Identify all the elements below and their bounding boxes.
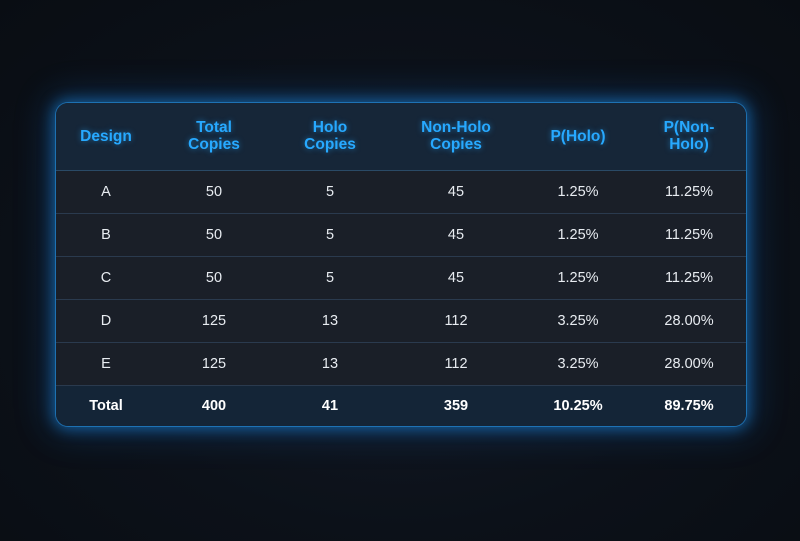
cell-total-copies: 125 — [156, 342, 272, 386]
total-row: Total 400 41 359 10.25% 89.75% — [56, 384, 746, 426]
cell-p-non-holo: 11.25% — [632, 256, 746, 300]
total-label: Total — [56, 384, 156, 426]
total-holo-sum: 41 — [272, 384, 388, 426]
cell-non-holo-copies: 45 — [388, 256, 524, 300]
cell-design: B — [56, 213, 156, 257]
table-row: E 125 13 112 3.25% 28.00% — [56, 342, 746, 386]
cell-non-holo-copies: 112 — [388, 342, 524, 386]
total-p-holo: 10.25% — [524, 384, 632, 426]
probability-table-card: Design Total Copies Holo Copies Non-Holo Co… — [56, 103, 746, 426]
cell-total-copies: 50 — [156, 256, 272, 300]
cell-non-holo-copies: 112 — [388, 299, 524, 343]
cell-p-non-holo: 28.00% — [632, 342, 746, 386]
cell-non-holo-copies: 45 — [388, 170, 524, 214]
cell-holo-copies: 13 — [272, 299, 388, 343]
header-row: Design Total Copies Holo Copies Non-Holo Co… — [56, 103, 746, 171]
table-header: Design Total Copies Holo Copies Non-Holo Co… — [56, 103, 746, 171]
cell-design: C — [56, 256, 156, 300]
cell-p-non-holo: 11.25% — [632, 170, 746, 214]
total-non-holo-sum: 359 — [388, 384, 524, 426]
cell-total-copies: 50 — [156, 213, 272, 257]
cell-p-non-holo: 11.25% — [632, 213, 746, 257]
cell-holo-copies: 5 — [272, 256, 388, 300]
header-p-holo: P(Holo) — [524, 103, 632, 171]
cell-design: E — [56, 342, 156, 386]
header-design: Design — [56, 103, 156, 171]
cell-p-holo: 1.25% — [524, 213, 632, 257]
cell-total-copies: 50 — [156, 170, 272, 214]
cell-holo-copies: 5 — [272, 170, 388, 214]
cell-total-copies: 125 — [156, 299, 272, 343]
table-row: D 125 13 112 3.25% 28.00% — [56, 299, 746, 343]
header-total-copies: Total Copies — [156, 103, 272, 171]
cell-design: D — [56, 299, 156, 343]
cell-p-holo: 3.25% — [524, 299, 632, 343]
cell-p-holo: 3.25% — [524, 342, 632, 386]
table-row: B 50 5 45 1.25% 11.25% — [56, 213, 746, 257]
cell-holo-copies: 13 — [272, 342, 388, 386]
table-body: A 50 5 45 1.25% 11.25% B 50 5 45 1.25% 1… — [56, 170, 746, 426]
table-row: A 50 5 45 1.25% 11.25% — [56, 170, 746, 214]
header-holo-copies: Holo Copies — [272, 103, 388, 171]
total-p-non-holo: 89.75% — [632, 384, 746, 426]
cell-design: A — [56, 170, 156, 214]
cell-p-non-holo: 28.00% — [632, 299, 746, 343]
header-p-non-holo: P(Non- Holo) — [632, 103, 746, 171]
total-copies-sum: 400 — [156, 384, 272, 426]
table-row: C 50 5 45 1.25% 11.25% — [56, 256, 746, 300]
probability-table: Design Total Copies Holo Copies Non-Holo Co… — [56, 103, 746, 426]
cell-p-holo: 1.25% — [524, 256, 632, 300]
cell-non-holo-copies: 45 — [388, 213, 524, 257]
cell-p-holo: 1.25% — [524, 170, 632, 214]
cell-holo-copies: 5 — [272, 213, 388, 257]
header-non-holo-copies: Non-Holo Copies — [388, 103, 524, 171]
